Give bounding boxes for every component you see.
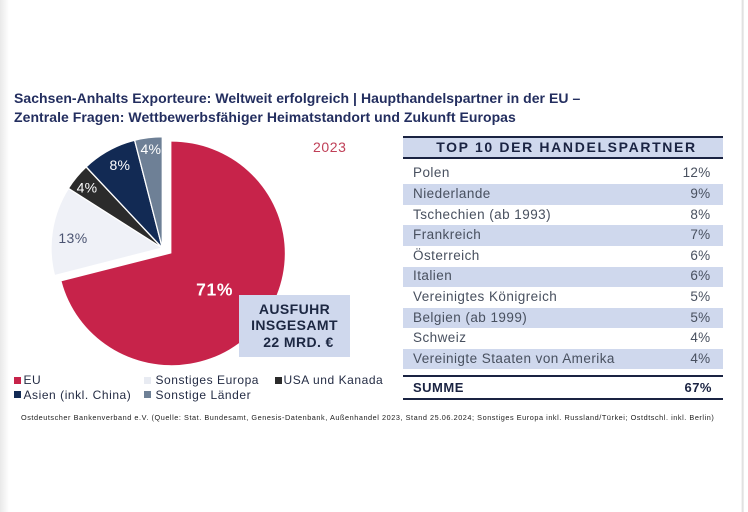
svg-text:13%: 13% <box>58 230 87 246</box>
svg-text:71%: 71% <box>196 280 233 300</box>
svg-text:4%: 4% <box>140 141 161 157</box>
svg-text:4%: 4% <box>77 180 98 196</box>
svg-text:8%: 8% <box>109 157 130 173</box>
